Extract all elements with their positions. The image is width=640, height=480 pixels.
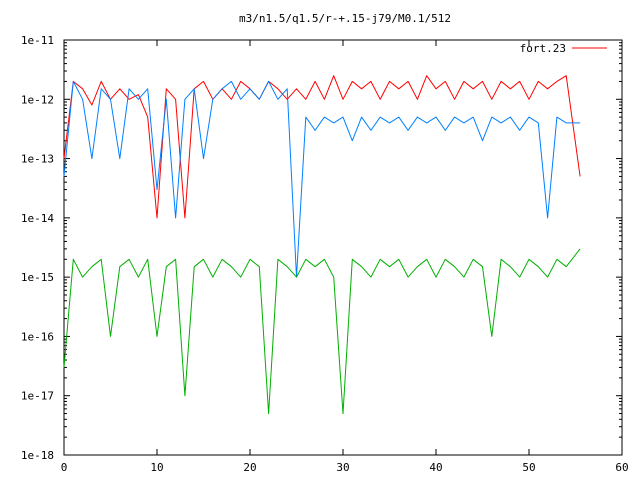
x-tick-label: 10 — [150, 461, 163, 474]
x-tick-label: 0 — [61, 461, 68, 474]
y-tick-label: 1e-11 — [21, 34, 54, 47]
y-tick-label: 1e-14 — [21, 212, 54, 225]
chart-title: m3/n1.5/q1.5/r-+.15-j79/M0.1/512 — [239, 12, 451, 25]
x-tick-label: 20 — [243, 461, 256, 474]
x-tick-label: 60 — [615, 461, 628, 474]
series-line-3 — [63, 248, 581, 415]
y-tick-label: 1e-16 — [21, 330, 54, 343]
series-line-1 — [63, 75, 581, 219]
series-line-2 — [63, 80, 581, 278]
series-layer — [63, 75, 581, 415]
y-axis: 1e-18 1e-17 1e-16 1e-15 1e-14 1e-13 1e-12 1e-11 — [21, 34, 622, 462]
y-tick-label: 1e-12 — [21, 93, 54, 106]
x-tick-label: 40 — [429, 461, 442, 474]
legend-label: fort.23 — [520, 42, 566, 55]
y-tick-label: 1e-13 — [21, 153, 54, 166]
y-tick-label: 1e-18 — [21, 449, 54, 462]
x-axis: 0 10 20 30 40 50 60 — [61, 40, 629, 474]
x-tick-label: 30 — [336, 461, 349, 474]
y-tick-label: 1e-15 — [21, 271, 54, 284]
x-tick-label: 50 — [522, 461, 535, 474]
y-tick-label: 1e-17 — [21, 390, 54, 403]
legend: fort.23 — [520, 42, 607, 55]
